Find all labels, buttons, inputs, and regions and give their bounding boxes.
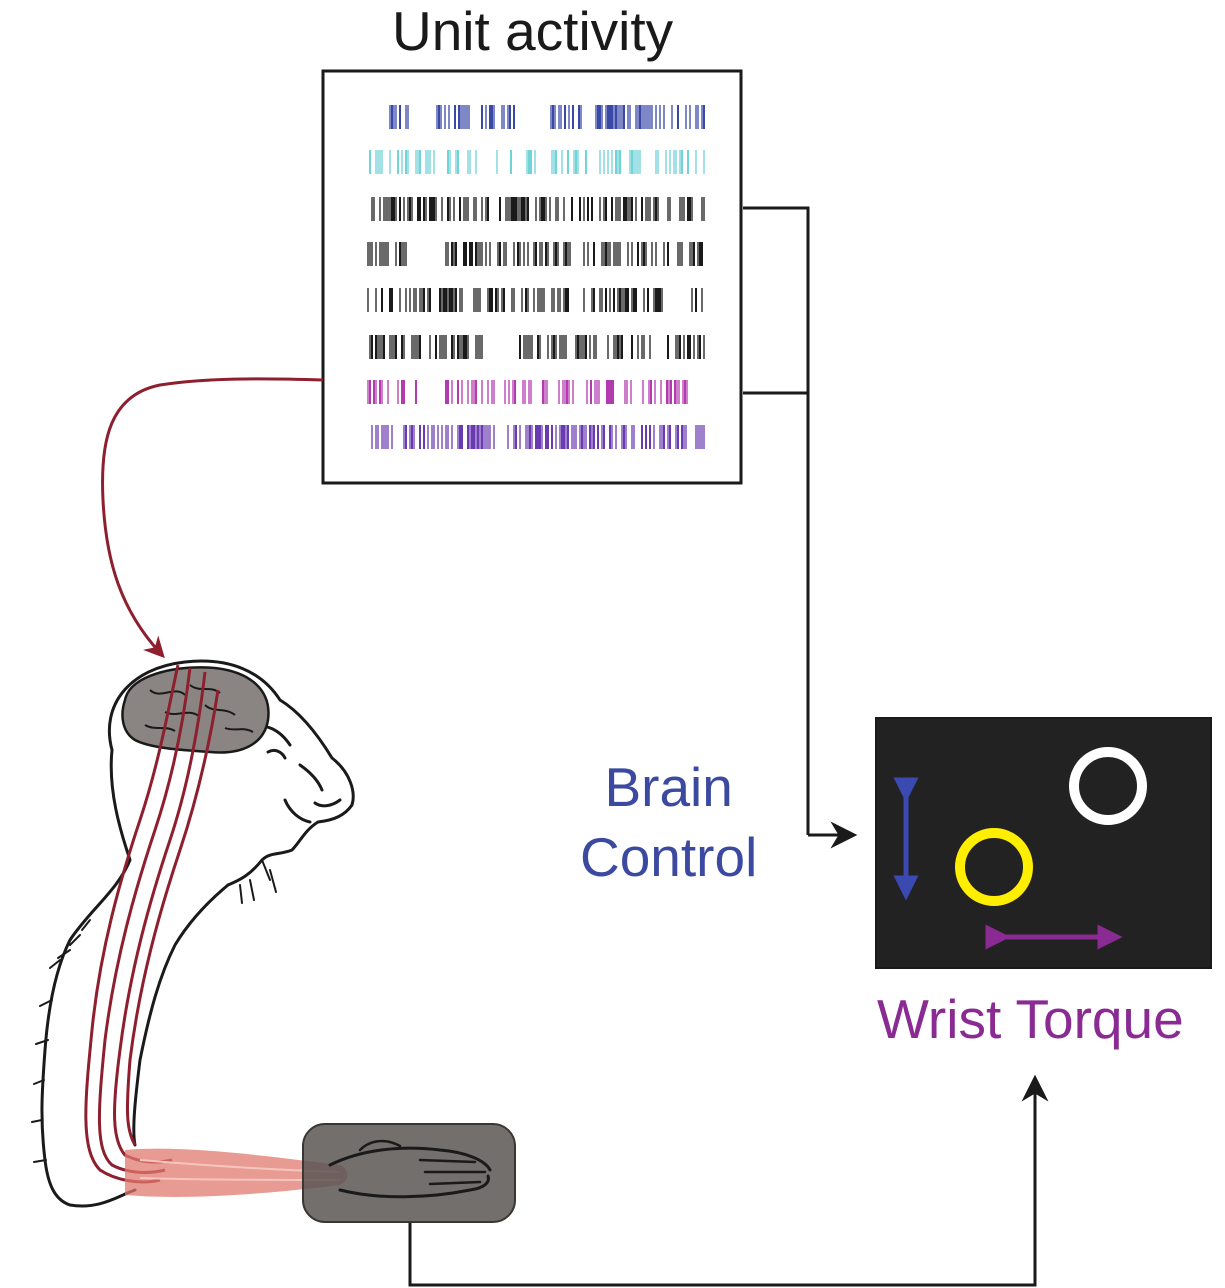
task-screen (875, 717, 1212, 969)
spike-train-row (389, 105, 705, 129)
spike-train-row (367, 288, 703, 312)
spike-train-row (367, 380, 688, 404)
brain-control-label: Brain Control (580, 752, 757, 893)
brain-folds (144, 684, 254, 733)
unit-activity-title: Unit activity (392, 0, 674, 62)
target-circle (1069, 747, 1147, 825)
brain-control-line1: Brain (604, 756, 733, 818)
wrist-torque-connector (408, 1074, 1049, 1287)
spike-train-row (367, 242, 703, 266)
hand-drawing (328, 1139, 492, 1199)
spike-train-row (371, 197, 705, 221)
spike-train-row (369, 150, 705, 174)
hand-manipulandum (302, 1123, 516, 1223)
forearm-muscle (125, 1148, 348, 1197)
output-connector-top (743, 206, 810, 835)
monkey-drawing (31, 659, 355, 1208)
spike-train-row (369, 335, 705, 359)
electrode-wire (101, 377, 324, 659)
cursor-circle (955, 828, 1033, 906)
wrist-torque-label: Wrist Torque (877, 988, 1184, 1050)
spike-raster (367, 105, 705, 449)
spike-train-row (371, 425, 705, 449)
raster-panel (321, 69, 743, 485)
brain-control-line2: Control (580, 826, 758, 889)
